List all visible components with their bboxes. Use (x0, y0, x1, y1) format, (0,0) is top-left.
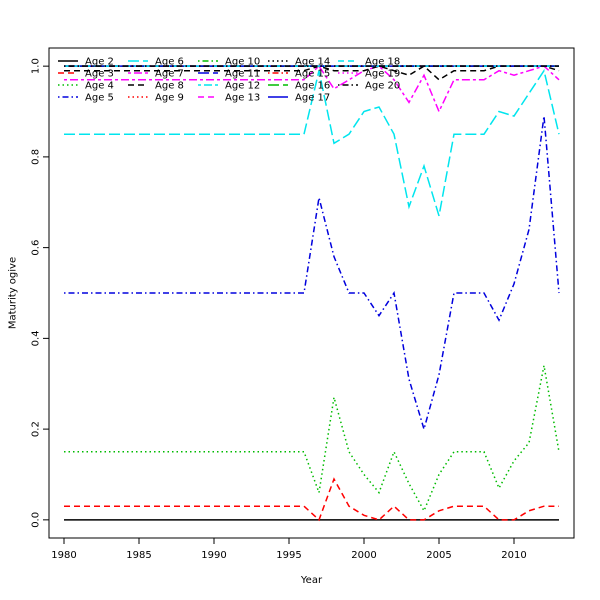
y-tick-label: 0.6 (31, 240, 42, 256)
legend-label: Age 18 (365, 57, 400, 68)
x-tick-label: 1980 (51, 550, 76, 561)
x-tick-label: 2010 (501, 550, 526, 561)
legend-label: Age 19 (365, 69, 400, 80)
legend-label: Age 13 (225, 93, 260, 104)
legend-label: Age 4 (85, 81, 114, 92)
series-line-age-6 (64, 68, 560, 217)
legend-label: Age 9 (155, 93, 184, 104)
legend-label: Age 12 (225, 81, 260, 92)
legend-label: Age 11 (225, 69, 260, 80)
y-tick-label: 0.4 (31, 330, 42, 346)
legend-label: Age 17 (295, 93, 330, 104)
legend-label: Age 3 (85, 69, 114, 80)
y-tick-label: 0.8 (31, 149, 42, 165)
legend-label: Age 5 (85, 93, 114, 104)
legend-label: Age 8 (155, 81, 184, 92)
series-line-age-3 (64, 477, 559, 522)
y-tick-label: 0.0 (31, 512, 42, 528)
y-tick-label: 0.2 (31, 421, 42, 437)
series-line-age-7 (64, 64, 560, 114)
legend-label: Age 2 (85, 57, 114, 68)
legend-label: Age 7 (155, 69, 184, 80)
legend-label: Age 16 (295, 81, 330, 92)
legend-label: Age 10 (225, 57, 260, 68)
y-tick-label: 1.0 (31, 58, 42, 74)
legend-label: Age 15 (295, 69, 330, 80)
legend-label: Age 20 (365, 81, 400, 92)
x-tick-label: 1990 (201, 550, 226, 561)
y-axis-label: Maturity ogive (8, 257, 19, 329)
series-line-age-4 (64, 365, 560, 513)
x-axis-label: Year (300, 575, 323, 586)
y-axis: 0.0 0.2 0.4 0.6 0.8 1.0 (31, 58, 50, 528)
legend-label: Age 6 (155, 57, 184, 68)
x-tick-label: 1995 (276, 550, 301, 561)
x-tick-label: 1985 (126, 550, 151, 561)
series-line-age-5 (64, 116, 560, 432)
x-axis: 1980 1985 1990 1995 2000 2005 2010 (51, 537, 527, 561)
series-line-age-8 (64, 65, 560, 81)
legend-label: Age 14 (295, 57, 330, 68)
series-layer (64, 64, 560, 522)
x-tick-label: 2005 (426, 550, 451, 561)
x-tick-label: 2000 (351, 550, 376, 561)
